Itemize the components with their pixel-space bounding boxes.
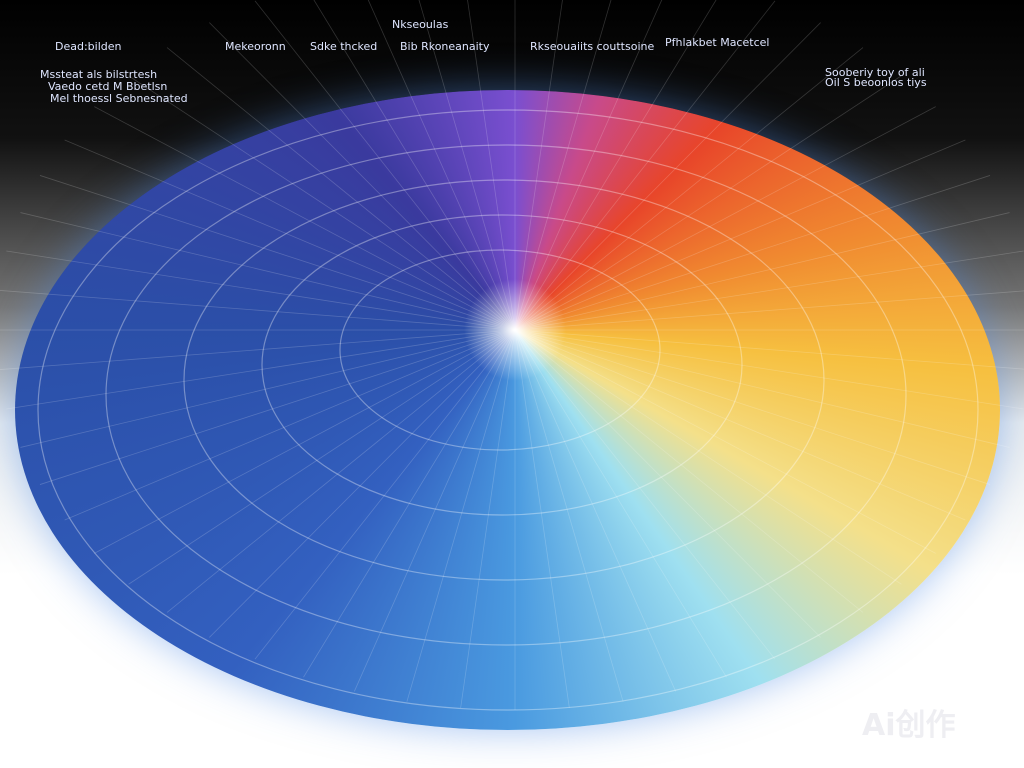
ray xyxy=(209,22,516,331)
label: Sdke thcked xyxy=(310,40,378,53)
ray xyxy=(514,329,1024,410)
label: Oil S beoonlos tiys xyxy=(825,76,927,89)
watermark: Ai创作 xyxy=(862,708,956,743)
ray xyxy=(39,175,516,331)
ray xyxy=(514,329,570,708)
ray xyxy=(514,329,821,638)
ray xyxy=(514,290,1024,331)
ray xyxy=(514,139,966,331)
ray xyxy=(128,75,516,331)
ray xyxy=(20,212,516,331)
ray xyxy=(418,0,516,331)
ring xyxy=(37,109,979,711)
ray xyxy=(6,250,516,331)
color-disc xyxy=(15,90,1000,730)
ray xyxy=(514,0,663,331)
ray xyxy=(514,175,991,331)
ray xyxy=(514,0,563,331)
ray xyxy=(514,329,1010,448)
ray xyxy=(514,75,902,331)
label: Dead:bilden xyxy=(55,40,122,53)
ray xyxy=(514,329,1024,370)
label: Nkseoulas xyxy=(392,18,449,31)
ray xyxy=(166,47,516,331)
ray xyxy=(514,212,1010,331)
ray xyxy=(64,329,516,521)
ray xyxy=(514,106,936,331)
ray xyxy=(209,329,516,638)
ray xyxy=(514,0,717,331)
ray xyxy=(166,329,516,613)
ray xyxy=(6,329,516,410)
ray xyxy=(514,0,612,331)
ring xyxy=(339,249,661,451)
ray xyxy=(467,0,516,331)
ray xyxy=(64,139,516,331)
ray xyxy=(514,329,936,554)
ray xyxy=(0,329,516,370)
ray xyxy=(514,329,776,660)
ray xyxy=(367,0,516,331)
ray xyxy=(254,0,516,331)
ray xyxy=(514,329,727,678)
center-glow xyxy=(455,270,575,390)
label: Rkseouaiits couttsoine xyxy=(530,40,655,53)
ray xyxy=(94,106,516,331)
ray xyxy=(39,329,516,485)
ray xyxy=(94,329,516,554)
ray xyxy=(514,250,1024,331)
ring xyxy=(105,144,907,646)
ray xyxy=(0,290,516,331)
ray xyxy=(303,329,516,678)
label: Mel thoessl Sebnesnated xyxy=(50,92,188,105)
ray xyxy=(128,329,516,585)
ray xyxy=(514,329,991,485)
ray xyxy=(406,329,516,702)
ray xyxy=(20,329,516,448)
label: Pfhlakbet Macetcel xyxy=(665,36,770,49)
ray xyxy=(313,0,516,331)
ray xyxy=(254,329,516,660)
ray xyxy=(514,47,864,331)
ray xyxy=(514,0,776,331)
ring xyxy=(183,179,825,581)
ray xyxy=(514,329,864,613)
ray xyxy=(514,329,624,702)
ray xyxy=(514,329,902,585)
ray xyxy=(353,329,516,692)
label: Mekeoronn xyxy=(225,40,286,53)
label: Vaedo cetd M Bbetlsn xyxy=(48,80,168,93)
label: Bib Rkoneanaity xyxy=(400,40,490,53)
ring xyxy=(261,214,743,516)
ray xyxy=(514,329,966,521)
ray xyxy=(460,329,516,708)
label: Mssteat als bilstrtesh xyxy=(40,68,158,81)
label: Sooberiy toy of ali xyxy=(825,66,925,79)
ray xyxy=(514,22,821,331)
ray xyxy=(514,329,677,692)
